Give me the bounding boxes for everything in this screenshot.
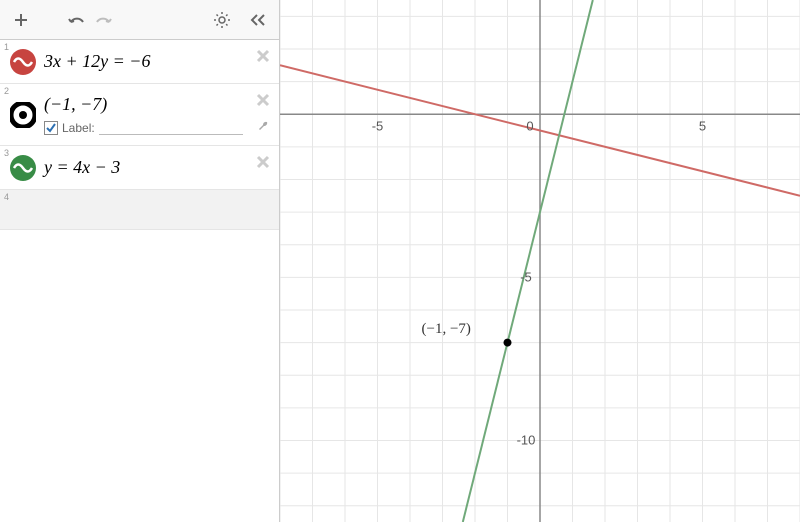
collapse-button[interactable] (245, 7, 271, 33)
label-text: Label: (62, 121, 95, 135)
expression-formula[interactable]: y = 4x − 3 (44, 157, 243, 178)
undo-button[interactable] (64, 7, 90, 33)
label-checkbox[interactable] (44, 121, 58, 135)
y-tick-label: -5 (520, 270, 532, 285)
delete-expression-icon[interactable] (255, 154, 271, 175)
expression-icon[interactable] (10, 49, 36, 75)
expression-row-2[interactable]: 2 (−1, −7) Label: (0, 84, 279, 146)
delete-expression-icon[interactable] (255, 92, 271, 113)
expression-formula[interactable]: 3x + 12y = −6 (44, 51, 243, 72)
row-index: 4 (4, 192, 9, 202)
x-tick-label: -5 (372, 119, 384, 134)
expression-row-3[interactable]: 3 y = 4x − 3 (0, 146, 279, 190)
expression-icon[interactable] (10, 102, 36, 128)
label-toggle-row: Label: (44, 121, 243, 135)
x-tick-label: 5 (699, 119, 706, 134)
row-index: 2 (4, 86, 9, 96)
y-tick-label: -10 (517, 433, 536, 448)
expression-formula[interactable]: (−1, −7) (44, 94, 243, 115)
redo-button[interactable] (90, 7, 116, 33)
wrench-icon[interactable] (257, 118, 271, 137)
add-button[interactable] (8, 7, 34, 33)
expression-row-1[interactable]: 1 3x + 12y = −6 (0, 40, 279, 84)
graph-area[interactable]: -5 0 5 -5 -10 (−1, −7) (280, 0, 800, 522)
point-label: (−1, −7) (422, 321, 471, 338)
x-tick-label: 0 (526, 119, 533, 134)
sidebar: 1 3x + 12y = −6 2 (−1, −7) Label: 3 y = … (0, 0, 280, 522)
row-index: 3 (4, 148, 9, 158)
toolbar (0, 0, 279, 40)
expression-row-4[interactable]: 4 (0, 190, 279, 230)
delete-expression-icon[interactable] (255, 48, 271, 69)
expression-list: 1 3x + 12y = −6 2 (−1, −7) Label: 3 y = … (0, 40, 279, 522)
expression-icon[interactable] (10, 155, 36, 181)
settings-button[interactable] (209, 7, 235, 33)
row-index: 1 (4, 42, 9, 52)
label-input[interactable] (99, 121, 243, 135)
